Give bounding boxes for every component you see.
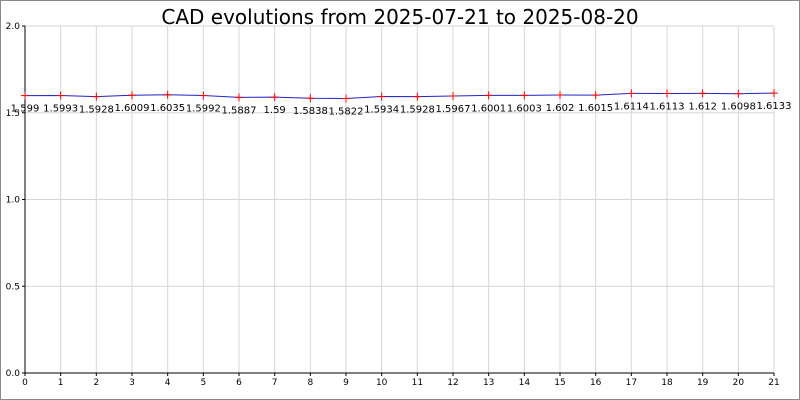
data-point-marker: [663, 89, 671, 98]
x-tick-label: 7: [272, 378, 278, 388]
data-point-marker: [342, 94, 350, 103]
data-point-marker: [449, 91, 457, 100]
data-label: 1.612: [688, 101, 717, 112]
data-label: 1.5967: [436, 104, 471, 115]
data-label: 1.5887: [222, 105, 257, 116]
data-label: 1.5993: [43, 104, 78, 115]
x-tick-label: 17: [626, 378, 637, 388]
axes: [22, 25, 775, 376]
data-point-marker: [163, 90, 172, 99]
data-label: 1.6009: [115, 103, 150, 114]
data-label: 1.6003: [507, 103, 542, 114]
data-point-marker: [235, 93, 243, 102]
y-tick-label: 1.0: [6, 196, 21, 206]
x-tick-label: 18: [661, 378, 673, 388]
data-point-marker: [377, 92, 386, 101]
data-label: 1.5992: [186, 104, 221, 115]
x-tick-label: 9: [343, 378, 349, 388]
data-point-marker: [56, 91, 65, 100]
data-label: 1.59: [264, 105, 286, 116]
data-label: 1.5822: [329, 106, 364, 117]
x-tick-label: 19: [697, 378, 709, 388]
data-point-marker: [627, 89, 636, 98]
data-point-marker: [92, 92, 101, 101]
data-point-marker: [21, 91, 29, 100]
data-point-marker: [199, 91, 208, 100]
x-tick-label: 16: [590, 378, 602, 388]
x-tick-label: 10: [376, 378, 388, 388]
tick-labels: 0 1 2 3 4 5 6 7 8 9 10 11 12 13 14 15 16 17 18 19 20 210.00.5…: [6, 22, 780, 388]
x-tick-label: 2: [93, 378, 99, 388]
data-point-marker: [128, 91, 136, 100]
data-label: 1.5928: [400, 105, 435, 116]
x-tick-label: 8: [307, 378, 313, 388]
data-point-marker: [591, 91, 600, 100]
y-tick-label: 0.5: [6, 282, 20, 292]
x-tick-label: 6: [236, 378, 242, 388]
y-tick-label: 0.0: [6, 369, 21, 379]
x-tick-label: 20: [733, 378, 745, 388]
x-tick-label: 14: [519, 378, 531, 388]
data-point-marker: [484, 91, 493, 100]
series-line: [24, 92, 775, 99]
data-label: 1.6113: [650, 101, 685, 112]
data-label: 1.602: [546, 103, 575, 114]
data-label: 1.6001: [471, 103, 506, 114]
y-tick-label: 1.5: [6, 109, 20, 119]
data-point-marker: [698, 89, 707, 98]
x-tick-label: 1: [58, 378, 64, 388]
x-tick-label: 12: [447, 378, 458, 388]
data-label: 1.5838: [293, 106, 328, 117]
x-tick-label: 13: [483, 378, 494, 388]
data-label: 1.6114: [614, 101, 649, 112]
data-point-marker: [270, 93, 279, 102]
x-tick-label: 0: [22, 378, 28, 388]
x-tick-label: 5: [200, 378, 206, 388]
data-label: 1.599: [11, 104, 40, 115]
data-point-marker: [520, 91, 529, 100]
x-tick-label: 21: [768, 378, 779, 388]
data-label: 1.5934: [364, 105, 399, 116]
data-label: 1.6035: [150, 103, 185, 114]
x-tick-label: 3: [129, 378, 135, 388]
data-label: 1.6133: [757, 101, 792, 112]
y-tick-label: 2.0: [6, 22, 21, 32]
data-label: 1.6098: [721, 102, 756, 113]
data-label: 1.6015: [578, 103, 613, 114]
data-point-marker: [734, 89, 743, 98]
data-point-marker: [306, 94, 315, 103]
x-tick-label: 15: [554, 378, 565, 388]
data-labels: 1.599 1.5993 1.5928 1.6009 1.6035 1.5992 1.588…: [11, 101, 792, 117]
data-point-marker: [413, 92, 422, 101]
data-point-marker: [556, 91, 564, 100]
data-label: 1.5928: [79, 105, 114, 116]
x-tick-label: 11: [412, 378, 423, 388]
chart-title: CAD evolutions from 2025-07-21 to 2025-0…: [161, 5, 638, 29]
x-tick-label: 4: [165, 378, 171, 388]
data-point-marker: [770, 89, 778, 98]
series-layer: [21, 89, 778, 103]
